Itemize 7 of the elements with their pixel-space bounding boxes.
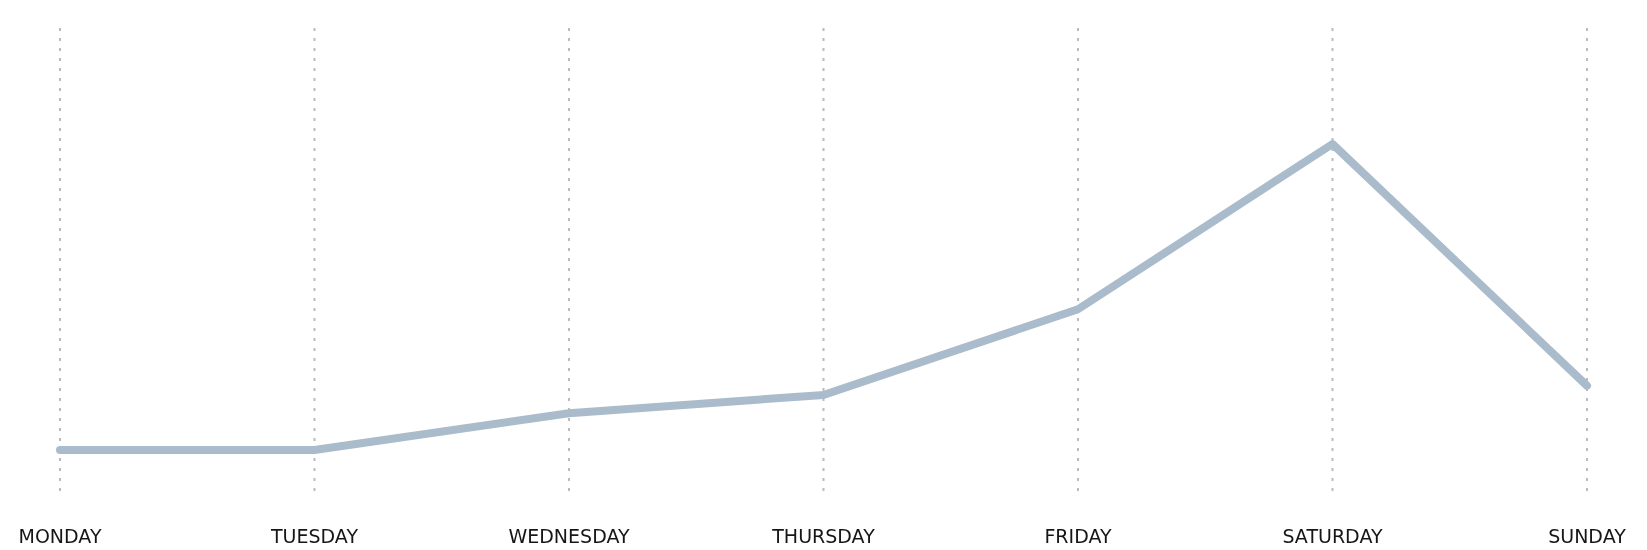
x-tick-label: SATURDAY — [1282, 525, 1383, 547]
x-tick-label: WEDNESDAY — [508, 525, 630, 547]
x-tick-label: TUESDAY — [269, 525, 359, 547]
x-tick-label: SUNDAY — [1548, 525, 1627, 547]
x-tick-label: THURSDAY — [771, 525, 876, 547]
x-tick-label: FRIDAY — [1044, 525, 1112, 547]
x-tick-label: MONDAY — [18, 525, 102, 547]
